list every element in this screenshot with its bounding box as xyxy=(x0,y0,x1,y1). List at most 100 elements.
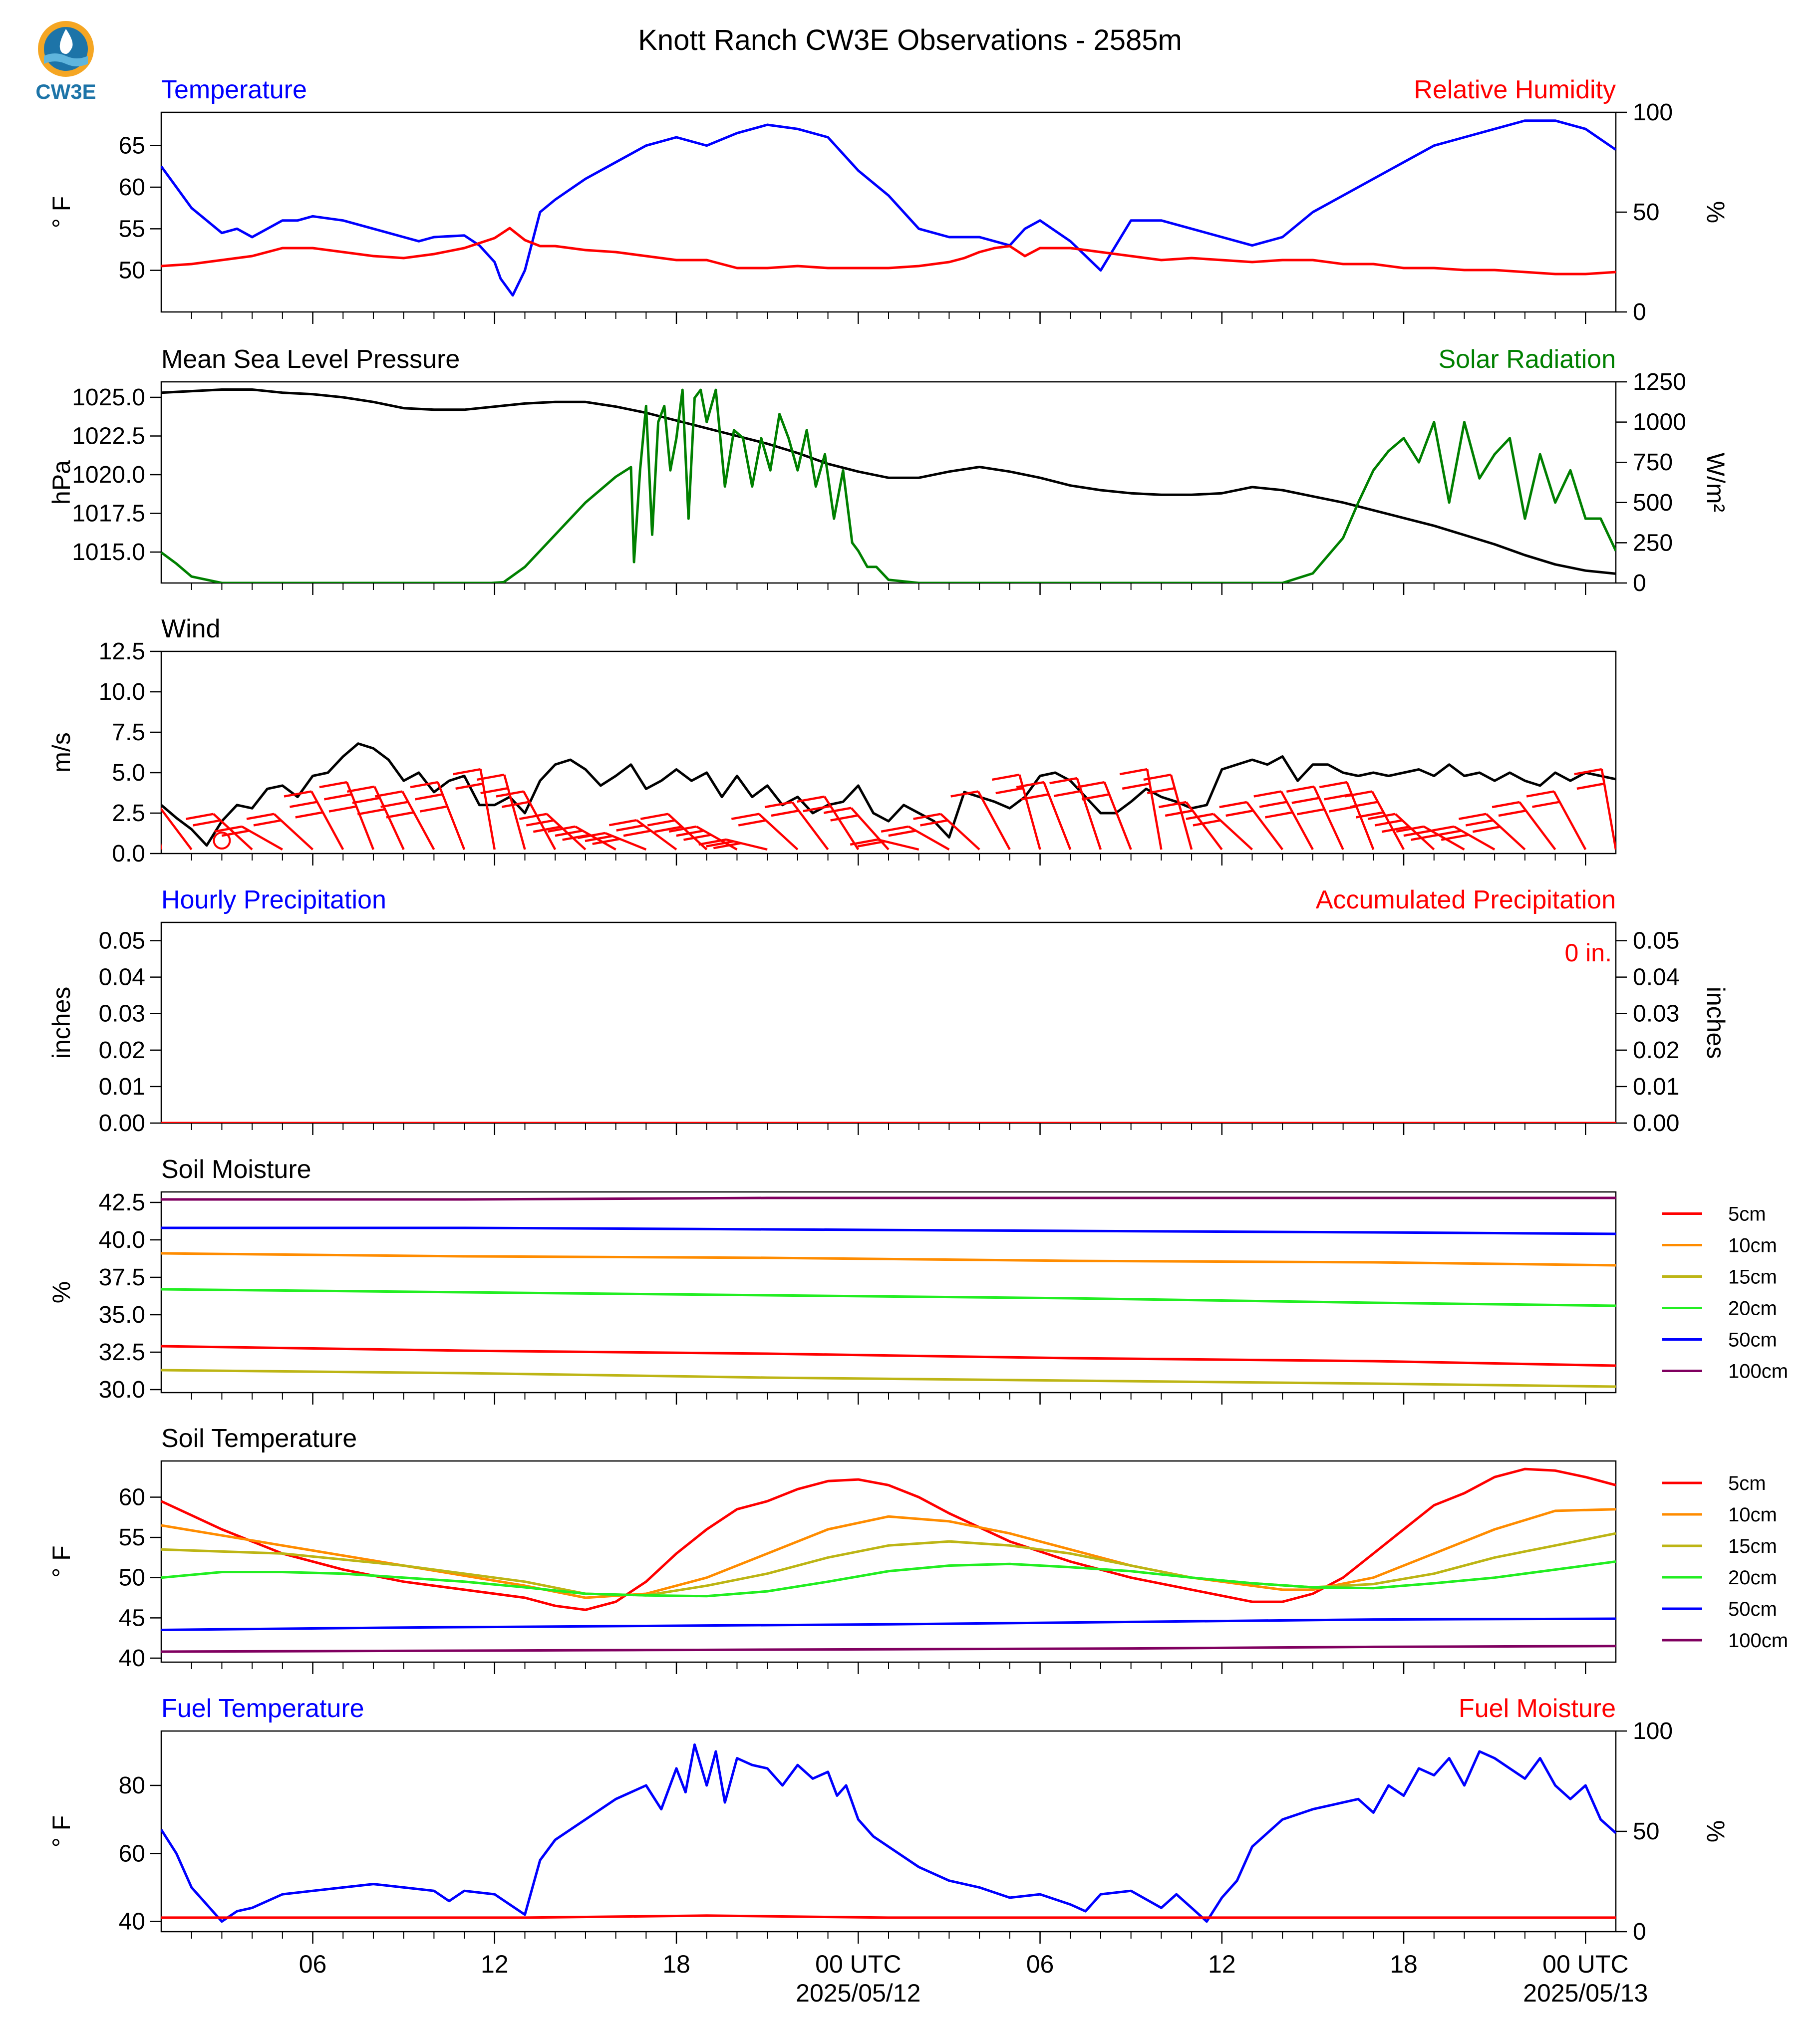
x-tick-label: 18 xyxy=(1390,1950,1418,1978)
y2-tick-label: 50 xyxy=(1633,199,1659,226)
legend-label: 50cm xyxy=(1728,1598,1777,1620)
wind-barb-feather xyxy=(1574,768,1602,776)
wind-barb-feather xyxy=(676,830,704,837)
wind-barb-feather xyxy=(1219,801,1247,809)
panel-frame xyxy=(160,111,1617,313)
wind-barb-feather xyxy=(850,838,878,846)
wind-barb-feather xyxy=(1434,830,1462,837)
legend-label: 15cm xyxy=(1728,1535,1777,1557)
y-tick-label: 2.5 xyxy=(112,800,145,827)
wind-barb-feather xyxy=(1016,781,1044,789)
wind-barb-feather xyxy=(1259,801,1287,808)
wind-barb-feather xyxy=(881,825,909,833)
wind-barb-feather xyxy=(328,805,357,813)
wind-barb-feather xyxy=(1165,809,1193,817)
x-tick-label: 18 xyxy=(662,1950,690,1978)
panel-frame xyxy=(160,921,1617,1124)
panel-4: Hourly Precipitation Accumulated Precipit… xyxy=(47,885,1730,1137)
series-line-10cm xyxy=(161,1252,1616,1267)
wind-barb-feather xyxy=(519,813,547,820)
cw3e-logo: CW3E xyxy=(31,19,101,109)
legend: 5cm 10cm 15cm 20cm 50cm 100cm xyxy=(1662,1203,1788,1383)
logo-text: CW3E xyxy=(35,80,96,103)
y-tick-label: 40 xyxy=(119,1909,145,1935)
wind-barb-feather xyxy=(1498,809,1526,817)
series-group xyxy=(161,1196,1616,1388)
wind-barb-feather xyxy=(640,813,668,820)
y2-tick-label: 750 xyxy=(1633,449,1673,476)
wind-barb-shaft xyxy=(823,796,860,851)
wind-barb-feather xyxy=(1077,781,1105,789)
wind-barb-feather xyxy=(1367,813,1396,820)
panel-left-title: Fuel Temperature xyxy=(161,1694,364,1723)
wind-barb-feather xyxy=(1193,819,1221,827)
panel-right-title: Solar Radiation xyxy=(1438,345,1616,374)
series-line-15cm xyxy=(161,1369,1616,1388)
y-axis-label: ° F xyxy=(47,1545,75,1577)
wind-barb-feather xyxy=(1526,790,1554,798)
legend-label: 100cm xyxy=(1728,1361,1788,1383)
y2-tick-label: 0.04 xyxy=(1633,964,1679,991)
wind-barb-feather xyxy=(1291,797,1320,804)
legend-label: 15cm xyxy=(1728,1266,1777,1288)
y2-tick-label: 0 xyxy=(1633,570,1646,596)
panel-frame xyxy=(160,381,1617,584)
wind-barb-feather xyxy=(386,811,414,819)
legend-label: 20cm xyxy=(1728,1298,1777,1320)
y-tick-label: 0.00 xyxy=(99,1110,145,1137)
series-line-100cm xyxy=(161,1645,1616,1653)
y-axis-label: ° F xyxy=(47,196,75,228)
y-tick-label: 37.5 xyxy=(99,1264,145,1291)
wind-barb-feather xyxy=(1403,830,1432,837)
y-tick-label: 35.0 xyxy=(99,1302,145,1328)
wind-barb-feather xyxy=(346,785,375,793)
wind-barb-feather xyxy=(797,795,825,803)
series-line-0 xyxy=(161,388,1616,575)
y2-tick-label: 100 xyxy=(1633,1718,1673,1744)
wind-barb-feather xyxy=(415,793,443,801)
cw3e-logo-icon xyxy=(38,21,94,77)
series-line-50cm xyxy=(161,1226,1616,1235)
panel-1: Temperature Relative Humidity 50 55 60 65 ° F 0… xyxy=(47,75,1730,325)
y-tick-label: 60 xyxy=(119,1840,145,1867)
wind-barb-feather xyxy=(1492,801,1520,809)
y-tick-label: 0.02 xyxy=(99,1037,145,1064)
y-tick-label: 40.0 xyxy=(99,1227,145,1253)
wind-barb-feather xyxy=(352,797,380,804)
wind-barb-feather xyxy=(290,801,317,808)
wind-barb-feather xyxy=(654,826,682,833)
series-line-20cm xyxy=(161,1560,1616,1598)
y-tick-label: 0.05 xyxy=(99,928,145,954)
chart-panels: Temperature Relative Humidity 50 55 60 65 ° F 0… xyxy=(47,75,1788,2007)
y-tick-label: 32.5 xyxy=(99,1339,145,1366)
y2-tick-label: 0.00 xyxy=(1633,1110,1679,1137)
legend-label: 5cm xyxy=(1728,1472,1766,1494)
series-line-5cm xyxy=(161,1467,1616,1611)
wind-barb-feather xyxy=(324,793,352,801)
y-tick-label: 42.5 xyxy=(99,1189,145,1216)
wind-barb-calm xyxy=(213,832,231,850)
wind-barb-feather xyxy=(380,801,408,808)
y2-axis-label: W/m² xyxy=(1702,453,1730,512)
wind-barb-feather xyxy=(496,790,524,798)
accumulated-total: 0 in. xyxy=(1564,939,1612,967)
panel-5: Soil Moisture 30.0 32.5 35.0 37.5 40.0 42.5% 5c… xyxy=(47,1155,1788,1405)
y-tick-label: 1017.5 xyxy=(72,501,145,527)
wind-barb-feather xyxy=(1049,777,1078,785)
wind-barb-shaft xyxy=(503,774,526,850)
wind-barb-feather xyxy=(1411,834,1439,841)
legend: 5cm 10cm 15cm 20cm 50cm 100cm xyxy=(1662,1472,1788,1652)
wind-barb-feather xyxy=(1441,834,1469,841)
wind-barb-feather xyxy=(374,790,403,798)
wind-barb-shaft xyxy=(1600,769,1616,850)
wind-barb-feather xyxy=(284,790,312,798)
wind-barb-feather xyxy=(501,801,530,808)
y2-tick-label: 0.05 xyxy=(1633,928,1679,954)
wind-barb-feather xyxy=(1265,811,1293,819)
wind-barb-shaft xyxy=(345,782,375,850)
series-group xyxy=(161,388,1616,583)
wind-barb-feather xyxy=(1225,809,1254,817)
wind-barb-feather xyxy=(1356,811,1384,819)
wind-barb-feather xyxy=(857,840,886,848)
panel-6: Soil Temperature 40 45 50 55 60 ° F 5cm 10cm 15cm… xyxy=(47,1424,1788,1674)
